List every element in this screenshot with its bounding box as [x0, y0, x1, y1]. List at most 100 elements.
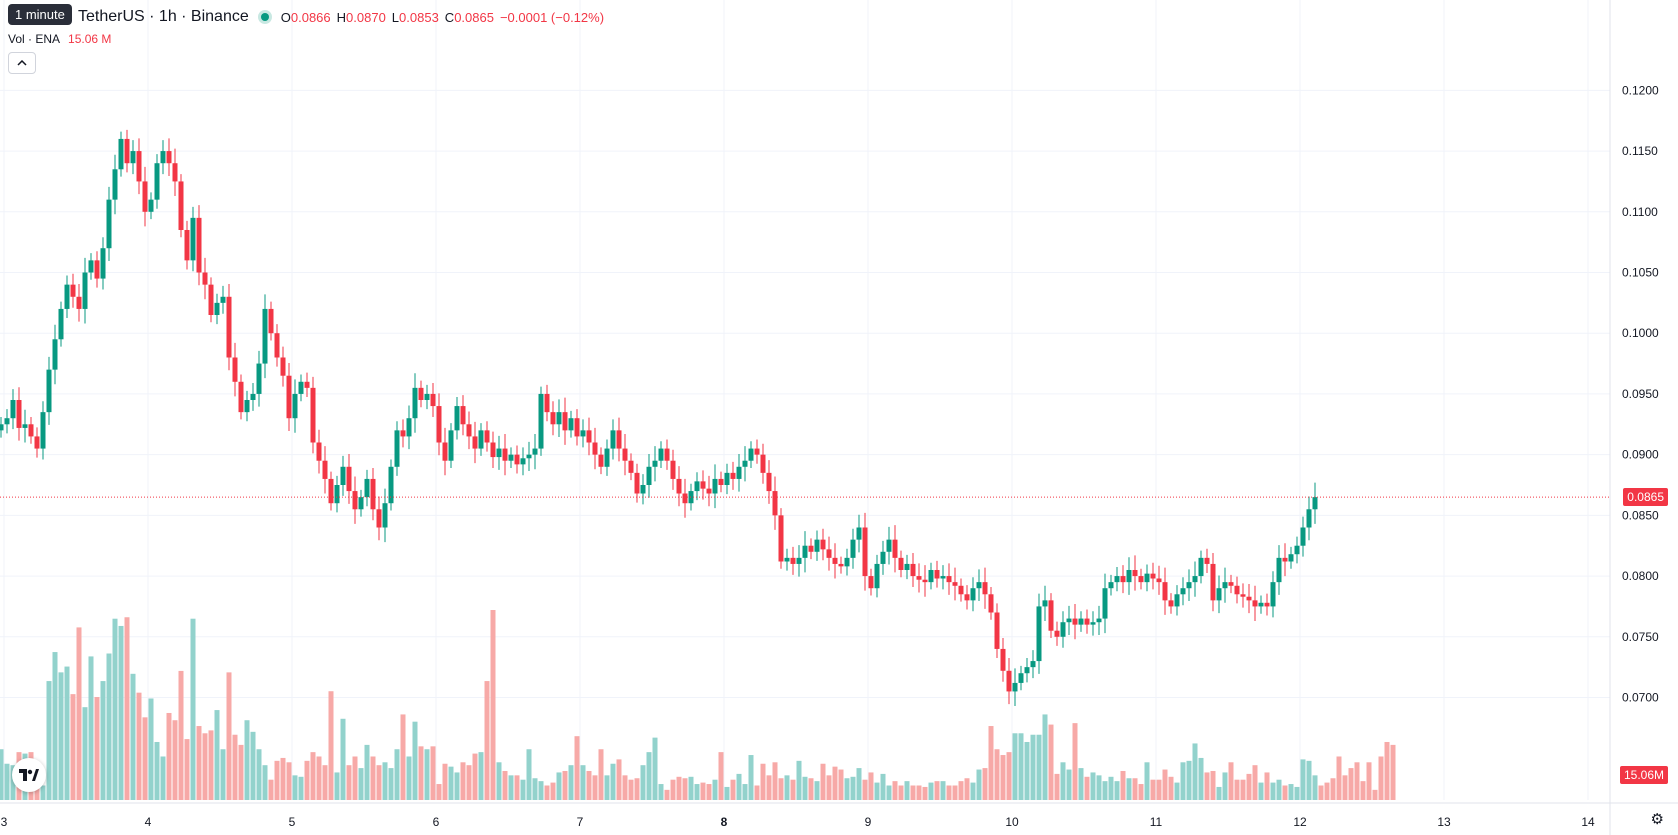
volume-bar	[820, 763, 826, 800]
volume-bar	[844, 778, 850, 800]
candle-body	[364, 478, 370, 498]
candle-body	[790, 557, 796, 564]
change-value: −0.0001 (−0.12%)	[499, 9, 605, 25]
volume-bar	[544, 785, 550, 800]
candle-body	[28, 424, 34, 437]
collapse-legend-button[interactable]	[8, 52, 36, 74]
candle-body	[382, 503, 388, 528]
candle-body	[52, 339, 58, 370]
candle-body	[442, 442, 448, 461]
candle-body	[208, 284, 214, 315]
tradingview-logo-icon[interactable]	[12, 758, 46, 792]
volume-bar	[340, 718, 346, 800]
candle-body	[58, 308, 64, 340]
volume-bar	[1060, 762, 1066, 800]
high-value: 0.0870	[346, 9, 386, 25]
candle-body	[1036, 606, 1042, 662]
volume-bar	[628, 779, 634, 800]
gear-icon[interactable]: ⚙	[1650, 811, 1664, 828]
volume-bar	[316, 756, 322, 800]
volume-bar	[130, 673, 136, 800]
time-axis-label: 5	[289, 815, 296, 829]
volume-bar	[328, 691, 334, 800]
open-key: O	[280, 9, 291, 25]
candle-body	[1018, 673, 1024, 683]
volume-bar	[1330, 778, 1336, 800]
volume-bar	[754, 785, 760, 800]
volume-bar	[724, 786, 730, 800]
candle-body	[670, 460, 676, 479]
last-price-label: 0.0865	[1623, 488, 1668, 507]
candle-body	[832, 557, 838, 564]
candle-body	[70, 284, 76, 297]
candle-body	[1294, 545, 1300, 555]
candle-body	[970, 588, 976, 601]
candle-body	[232, 357, 238, 382]
candle-body	[436, 406, 442, 443]
candle-body	[1210, 563, 1216, 601]
candle-body	[1072, 618, 1078, 625]
candle-body	[1300, 527, 1306, 546]
candle-body	[898, 557, 904, 570]
volume-bar	[1372, 789, 1378, 800]
candle-body	[1024, 667, 1030, 674]
last-volume-label: 15.06M	[1619, 766, 1668, 784]
candle-body	[418, 387, 424, 400]
volume-bar	[682, 778, 688, 800]
price-axis-label: 0.1200	[1622, 83, 1659, 97]
candle-body	[538, 393, 544, 449]
candle-body	[316, 442, 322, 461]
candle-body	[610, 430, 616, 449]
candle-body	[868, 576, 874, 589]
candle-body	[634, 472, 640, 494]
candle-body	[652, 460, 658, 467]
volume-bar	[172, 720, 178, 800]
candle-body	[700, 481, 706, 489]
candle-body	[940, 576, 946, 579]
volume-bar	[424, 749, 430, 800]
volume-bar	[82, 707, 88, 800]
volume-bar	[382, 762, 388, 800]
volume-bar	[184, 739, 190, 800]
volume-bar	[988, 726, 994, 800]
volume-bar	[748, 755, 754, 800]
candle-body	[724, 472, 730, 485]
volume-bar	[790, 779, 796, 800]
volume-bar	[952, 785, 958, 800]
candle-body	[286, 375, 292, 419]
candle-body	[1090, 622, 1096, 625]
volume-bar	[652, 737, 658, 800]
volume-bar	[916, 785, 922, 800]
volume-bar	[190, 618, 196, 800]
volume-bar	[1114, 781, 1120, 800]
candle-body	[172, 163, 178, 182]
volume-bar	[526, 749, 532, 800]
candle-body	[1126, 570, 1132, 583]
volume-bar	[262, 765, 268, 800]
candle-body	[784, 557, 790, 562]
candle-body	[706, 488, 712, 494]
candle-body	[742, 460, 748, 467]
volume-bar	[610, 763, 616, 800]
volume-bar	[760, 763, 766, 800]
volume-bar	[0, 749, 4, 800]
price-axis-label: 0.1050	[1622, 266, 1659, 280]
volume-bar	[1282, 785, 1288, 800]
volume-bar	[1090, 772, 1096, 800]
candle-body	[106, 199, 112, 249]
volume-bar	[58, 672, 64, 800]
candle-body	[124, 138, 130, 164]
candle-body	[916, 576, 922, 580]
volume-bar	[880, 773, 886, 800]
symbol-title[interactable]: TetherUS · 1h · Binance	[78, 8, 249, 25]
candle-body	[964, 594, 970, 601]
volume-bar	[802, 776, 808, 800]
candle-body	[1276, 557, 1282, 583]
volume-bar	[670, 779, 676, 800]
volume-bar	[454, 772, 460, 800]
candle-body	[880, 551, 886, 564]
volume-bar	[46, 681, 52, 800]
volume-bar	[1390, 744, 1396, 800]
candle-body	[1102, 588, 1108, 619]
